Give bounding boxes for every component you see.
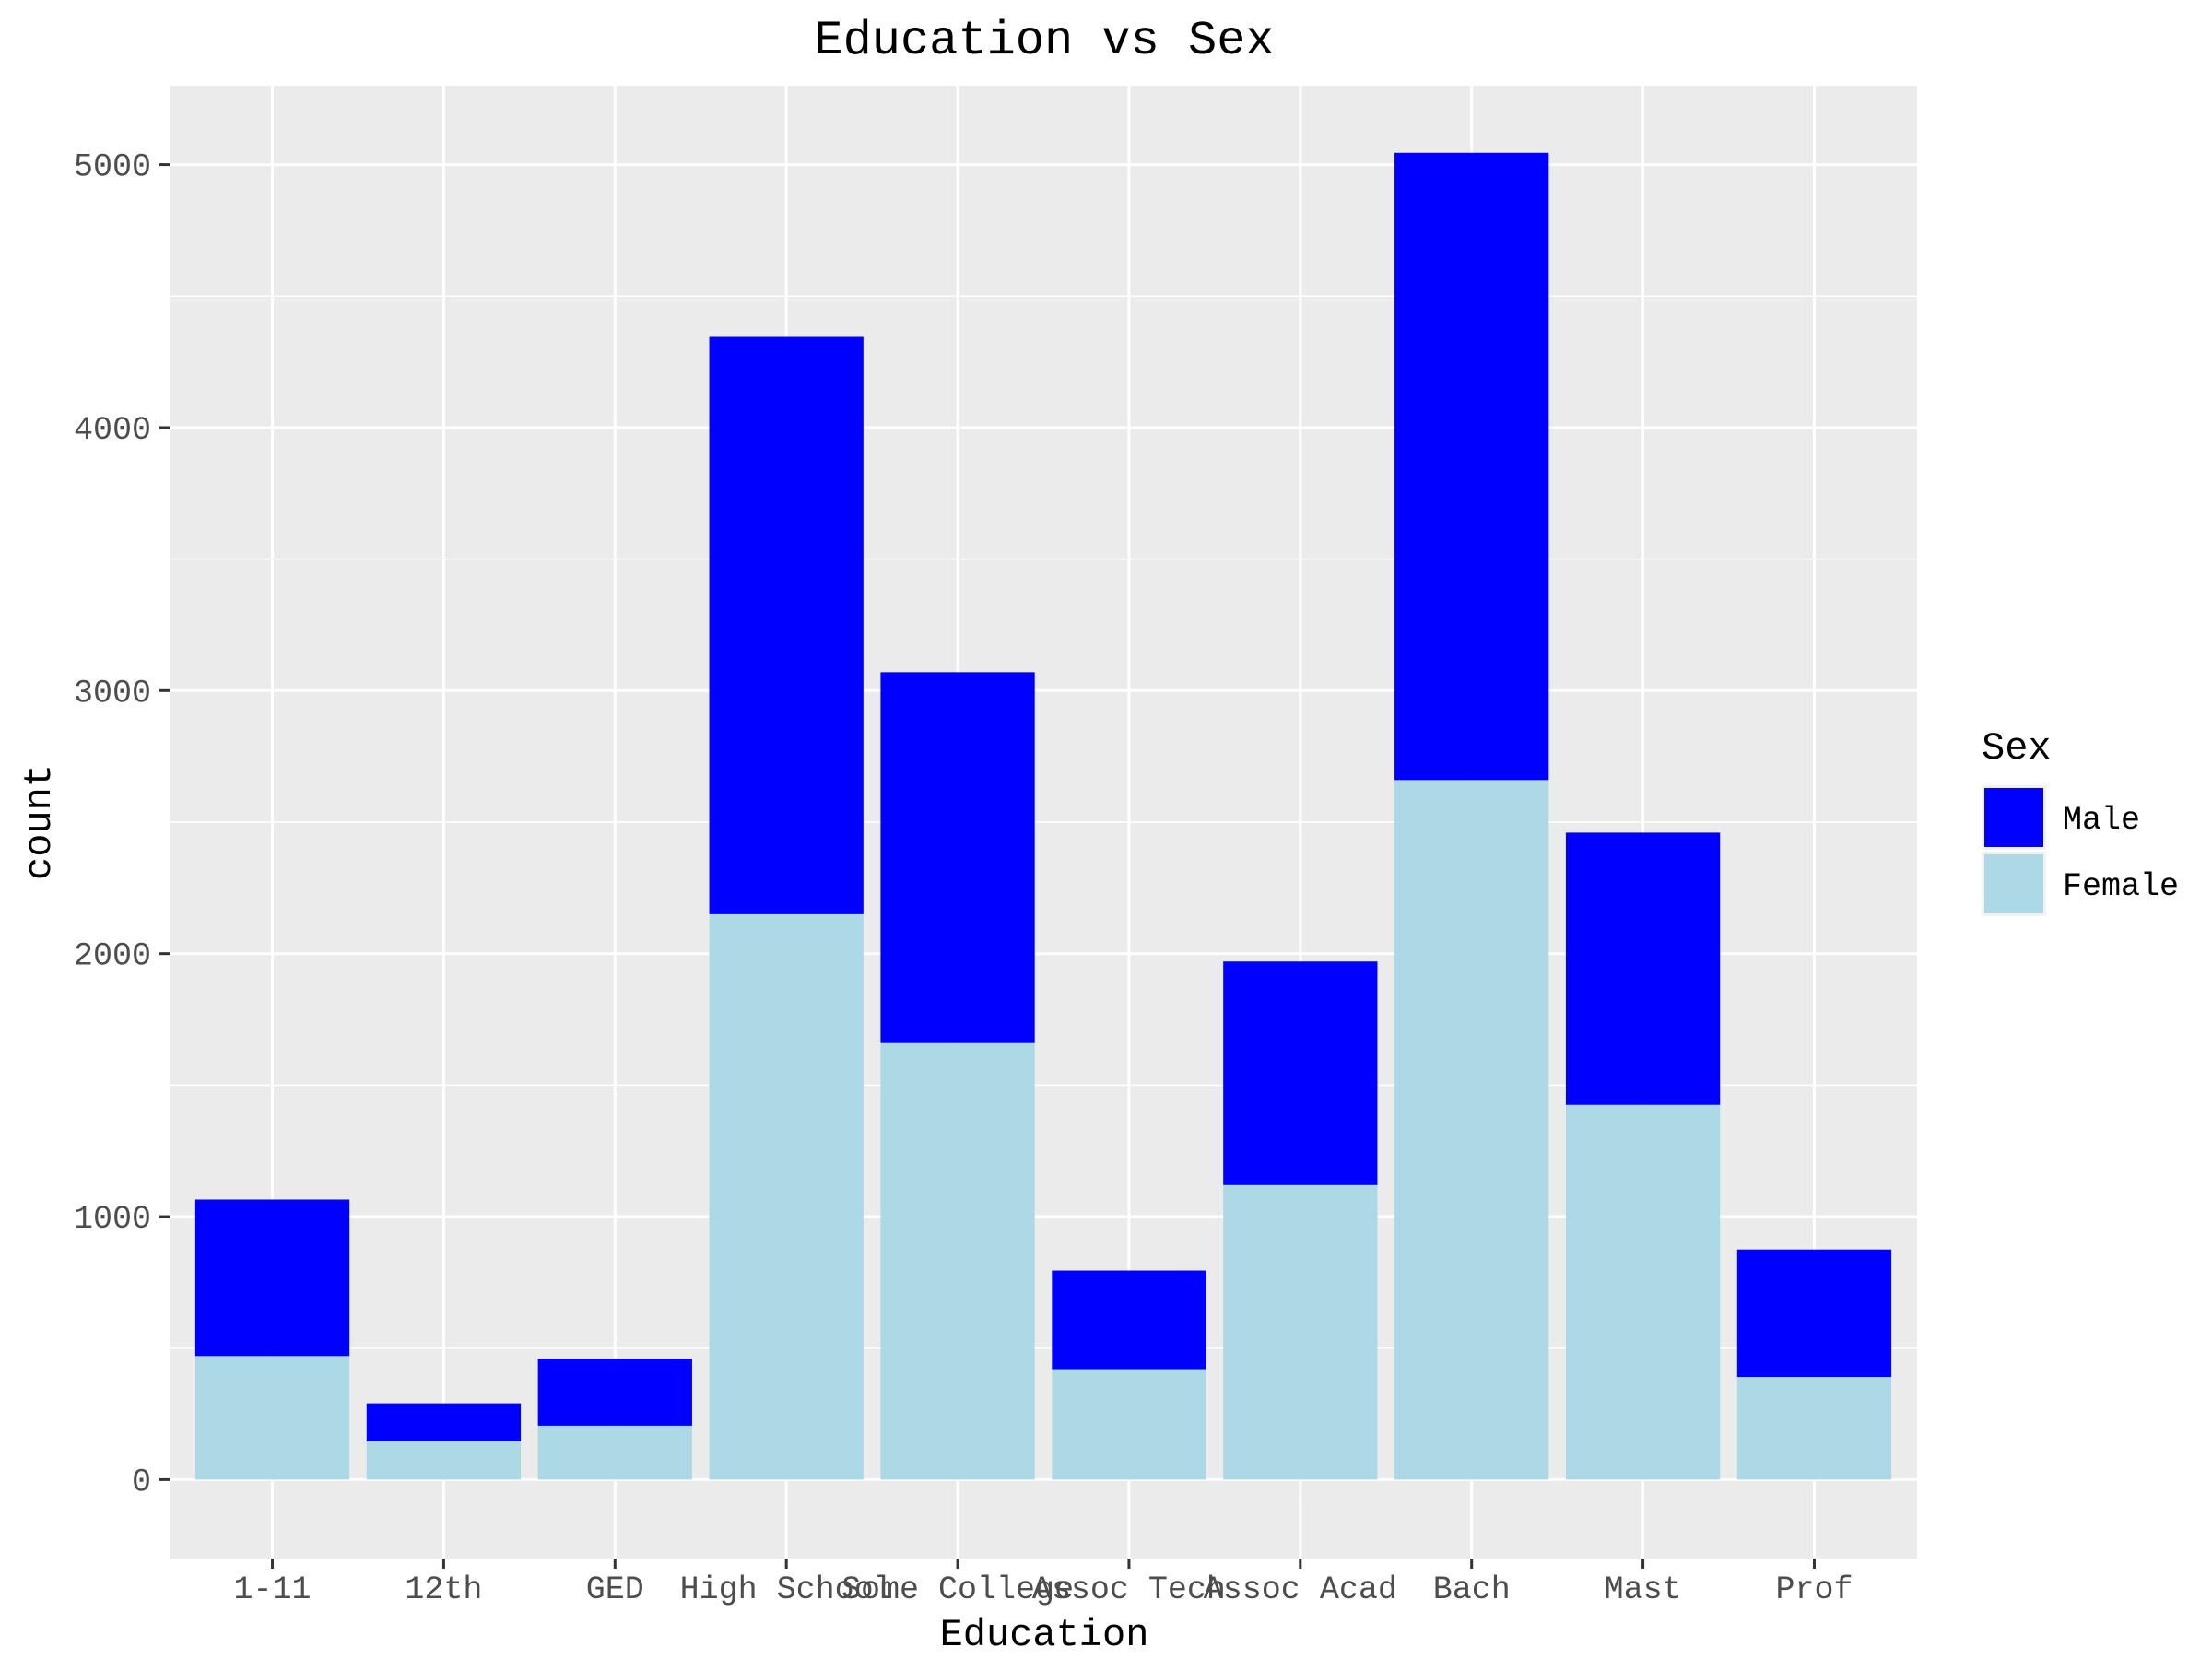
bar-male (880, 672, 1035, 1043)
bar-male (1565, 832, 1721, 1105)
x-axis-label: Education (940, 1613, 1149, 1657)
legend: Sex Male Female (1982, 726, 2179, 916)
x-tick-label: Assoc Acad (1204, 1571, 1397, 1608)
bars (194, 152, 1892, 1480)
bar-male (366, 1403, 522, 1442)
x-tick-label: Some College (841, 1571, 1074, 1608)
y-tick-label: 1000 (74, 1201, 151, 1238)
legend-label: Male (2063, 802, 2140, 839)
x-tick-label: Assoc Tech (1032, 1571, 1226, 1608)
bar-female (537, 1425, 692, 1480)
y-tick-label: 5000 (74, 149, 151, 186)
bar-male (1736, 1249, 1892, 1378)
bar-female (709, 913, 864, 1480)
x-tick-label: Mast (1605, 1571, 1682, 1608)
bar-male (709, 336, 864, 914)
bar-female (194, 1356, 350, 1480)
bar-male (1394, 152, 1549, 781)
bar-female (1565, 1104, 1721, 1480)
legend-key-female (1984, 854, 2043, 913)
x-tick-label: High School (680, 1571, 893, 1608)
y-tick-label: 3000 (74, 675, 151, 712)
bar-male (1223, 961, 1378, 1185)
bar-female (880, 1042, 1035, 1480)
x-tick-label: Bach (1433, 1571, 1511, 1608)
bar-female (1394, 780, 1549, 1480)
y-tick-label: 2000 (74, 938, 151, 975)
bar-male (537, 1359, 692, 1426)
bar-male (194, 1199, 350, 1357)
bar-female (1736, 1377, 1892, 1480)
legend-label: Female (2063, 868, 2179, 905)
bar-female (366, 1441, 522, 1480)
x-tick-label: GED (586, 1571, 644, 1608)
x-tick-label: Prof (1775, 1571, 1853, 1608)
bar-female (1223, 1184, 1378, 1480)
y-axis: 0 1000 2000 3000 4000 5000 (74, 149, 170, 1500)
legend-key-male (1984, 788, 2043, 847)
y-tick-label: 4000 (74, 412, 151, 449)
bar-female (1052, 1369, 1206, 1480)
chart-title: Education vs Sex (814, 14, 1274, 68)
x-tick-label: 1-11 (234, 1571, 312, 1608)
y-tick-label: 0 (132, 1464, 151, 1500)
legend-title: Sex (1982, 726, 2052, 771)
x-tick-label: 12th (405, 1571, 482, 1608)
bar-male (1052, 1270, 1206, 1370)
y-axis-label: count (18, 764, 62, 880)
